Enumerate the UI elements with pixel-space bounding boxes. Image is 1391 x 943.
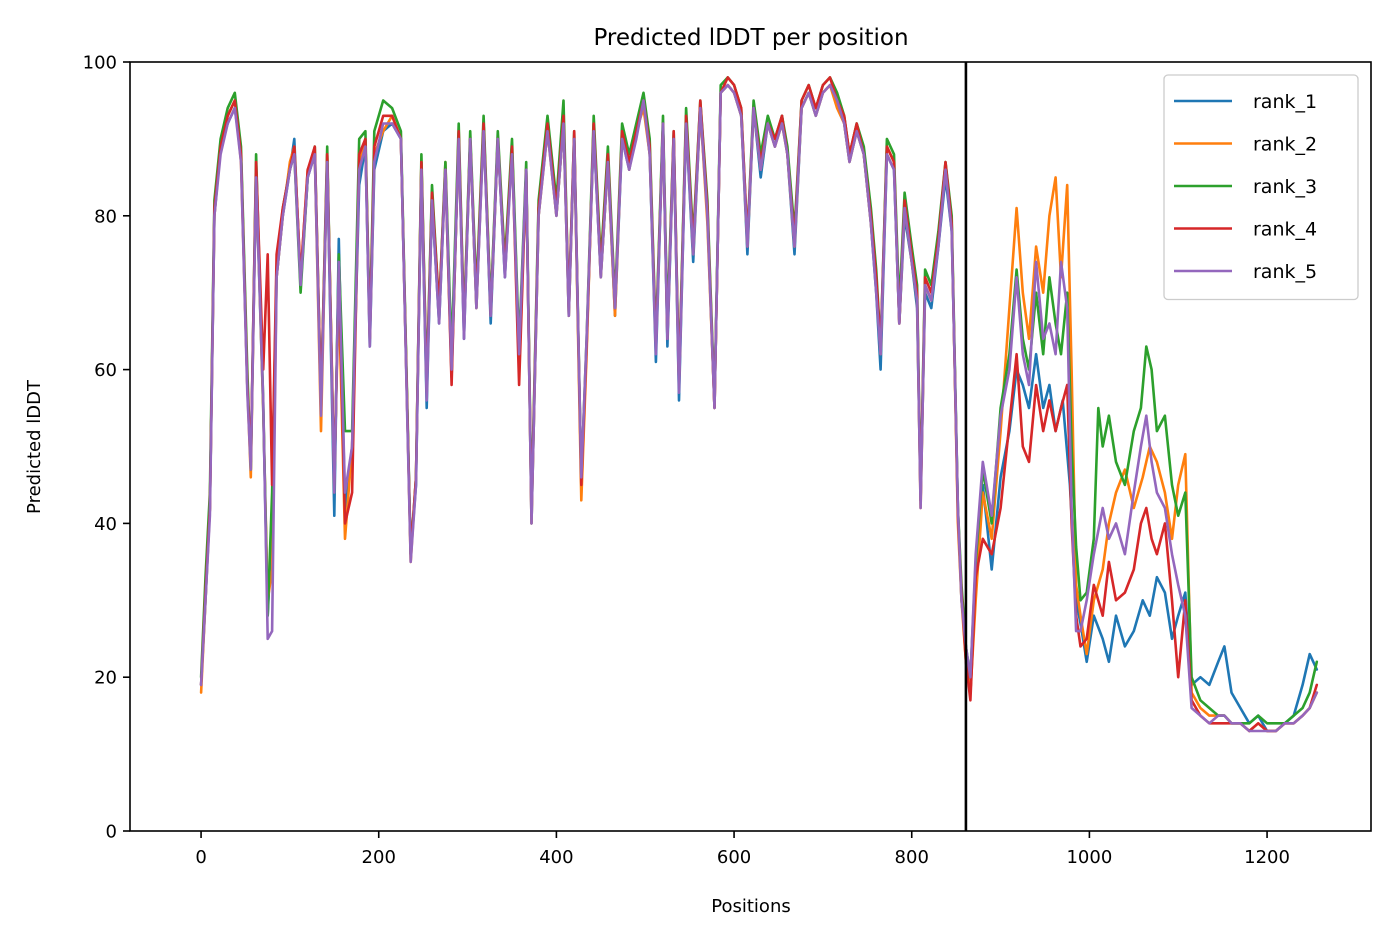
series-line-rank_5	[199, 83, 1319, 733]
y-tick-label: 0	[106, 822, 117, 843]
series-line-rank_4	[199, 76, 1319, 733]
x-tick-label: 1200	[1244, 847, 1290, 868]
legend-label-rank_4: rank_4	[1253, 219, 1317, 241]
legend-label-rank_3: rank_3	[1253, 176, 1317, 198]
legend-label-rank_1: rank_1	[1253, 91, 1317, 113]
y-tick-label: 100	[83, 53, 117, 74]
x-axis-label: Positions	[711, 896, 790, 917]
y-tick-label: 80	[94, 206, 117, 227]
y-tick-label: 60	[94, 360, 117, 381]
series-layer	[199, 76, 1319, 733]
y-tick-label: 40	[94, 514, 117, 535]
legend-label-rank_5: rank_5	[1253, 261, 1317, 283]
y-axis-label: Predicted lDDT	[24, 379, 45, 514]
plot-frame	[129, 61, 1372, 832]
x-tick-label: 200	[362, 847, 396, 868]
series-line-rank_2	[199, 83, 1319, 733]
x-tick-label: 400	[539, 847, 573, 868]
legend-box	[1163, 74, 1359, 301]
chart-title: Predicted lDDT per position	[593, 25, 908, 51]
y-tick-label: 20	[94, 668, 117, 689]
x-tick-label: 1000	[1066, 847, 1112, 868]
x-tick-label: 800	[895, 847, 929, 868]
legend: rank_1 rank_2 rank_3 rank_4 rank_5	[1163, 74, 1359, 301]
x-tick-label: 600	[717, 847, 751, 868]
series-line-rank_3	[199, 76, 1319, 725]
x-tick-label: 0	[195, 847, 206, 868]
axes-layer: 0 200 400 600 800 1000 1200 0 20 40 60 80 100	[83, 53, 1372, 868]
legend-label-rank_2: rank_2	[1253, 134, 1317, 156]
series-line-rank_1	[199, 83, 1319, 733]
